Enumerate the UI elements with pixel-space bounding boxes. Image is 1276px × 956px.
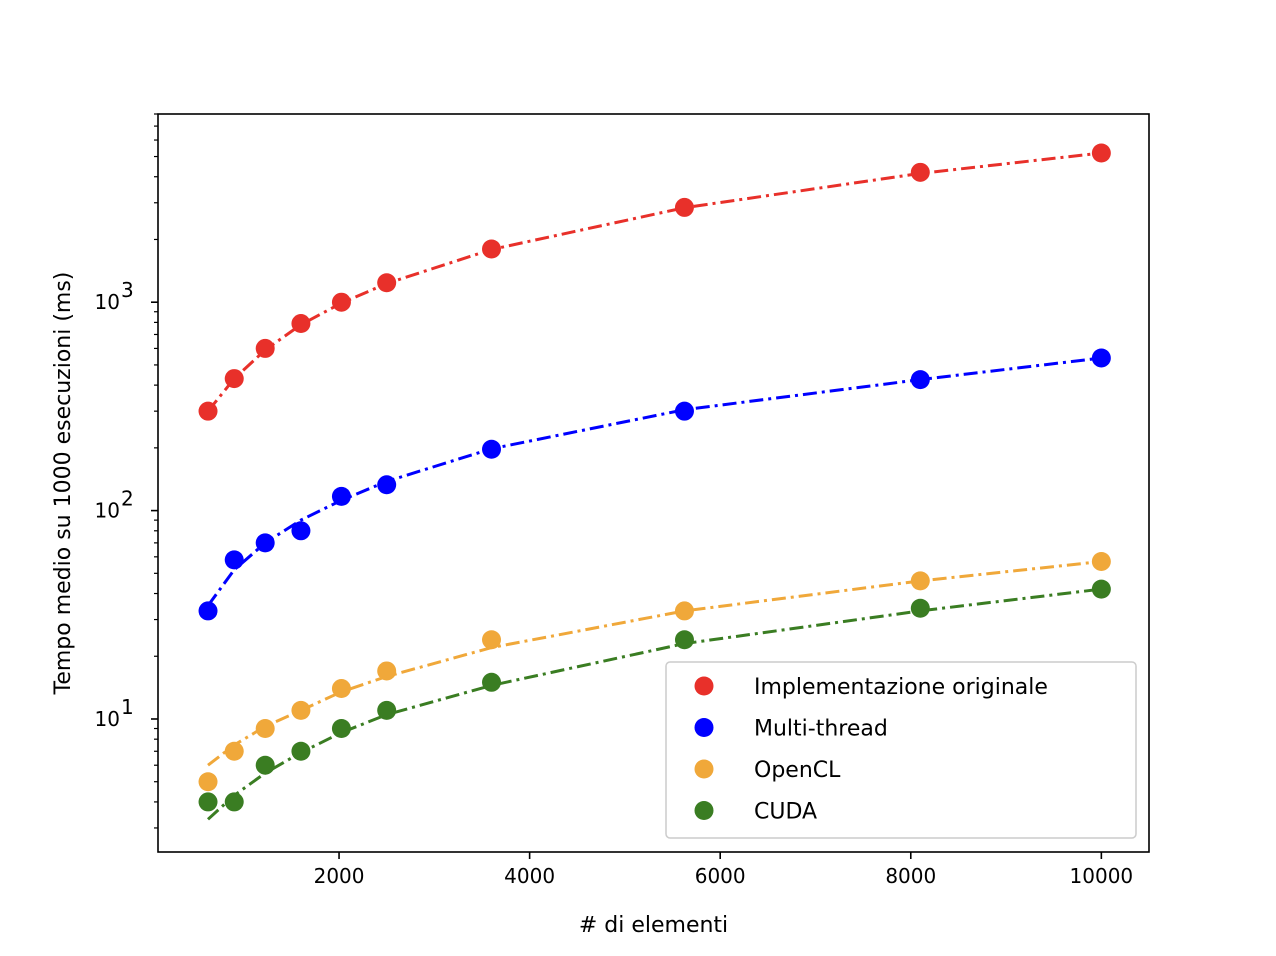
data-point-3-1 <box>224 792 244 812</box>
legend-box <box>665 661 1137 839</box>
data-point-1-6 <box>482 439 502 459</box>
data-point-3-7 <box>674 630 694 650</box>
data-point-1-9 <box>1091 348 1111 368</box>
legend-label-1: Multi-thread <box>754 717 888 742</box>
data-point-1-2 <box>255 533 275 553</box>
x-tick-label-3: 8000 <box>885 864 936 888</box>
data-point-0-7 <box>674 197 694 217</box>
series-line-2 <box>207 560 1102 767</box>
data-point-2-2 <box>255 719 275 739</box>
y-tick-exponent-1: 2 <box>121 487 134 511</box>
data-point-1-4 <box>331 486 351 506</box>
y-tick-exponent-2: 3 <box>121 278 134 302</box>
x-tick-label-2: 6000 <box>695 864 746 888</box>
data-point-3-5 <box>377 700 397 720</box>
y-tick-label-0: 10 <box>95 707 120 731</box>
y-axis-label: Tempo medio su 1000 esecuzioni (ms) <box>51 272 76 696</box>
y-tick-exponent-0: 1 <box>121 695 134 719</box>
series-line-0 <box>206 151 1102 413</box>
data-point-3-3 <box>291 741 311 761</box>
data-point-1-7 <box>674 401 694 421</box>
x-axis-label: # di elementi <box>579 913 728 938</box>
data-point-1-1 <box>224 550 244 570</box>
data-point-0-2 <box>255 338 275 358</box>
data-point-0-8 <box>910 162 930 182</box>
data-point-1-0 <box>198 601 218 621</box>
data-point-3-9 <box>1091 579 1111 599</box>
data-point-2-9 <box>1091 551 1111 571</box>
data-point-0-4 <box>331 292 351 312</box>
legend-marker-0 <box>694 676 714 696</box>
series-line-1 <box>206 356 1102 607</box>
legend-marker-3 <box>694 801 714 820</box>
data-point-2-7 <box>674 601 694 621</box>
data-point-2-6 <box>482 630 502 650</box>
legend-marker-2 <box>694 759 714 779</box>
data-point-0-0 <box>198 401 218 421</box>
series-line-3 <box>206 587 1102 821</box>
data-point-3-2 <box>255 755 275 775</box>
legend-label-2: OpenCL <box>754 758 841 783</box>
data-point-0-3 <box>291 314 311 334</box>
y-tick-label-1: 10 <box>95 499 120 523</box>
data-point-2-8 <box>910 571 930 591</box>
data-point-2-4 <box>331 679 351 699</box>
data-point-3-4 <box>331 719 351 739</box>
data-point-1-5 <box>377 475 397 495</box>
plot-frame <box>157 113 1150 853</box>
data-point-2-1 <box>224 741 244 761</box>
x-tick-label-4: 10000 <box>1070 864 1134 888</box>
data-point-0-5 <box>377 273 397 293</box>
x-tick-label-0: 2000 <box>314 864 365 888</box>
data-point-2-3 <box>291 700 311 720</box>
plot-area <box>198 143 1111 821</box>
data-point-0-6 <box>482 239 502 259</box>
legend-label-0: Implementazione originale <box>754 675 1048 700</box>
legend-label-3: CUDA <box>754 800 817 825</box>
data-point-0-9 <box>1091 143 1111 163</box>
y-tick-label-2: 10 <box>95 290 120 314</box>
data-point-0-1 <box>224 369 244 389</box>
data-point-3-0 <box>198 792 218 812</box>
legend-marker-1 <box>694 718 714 737</box>
legend: Implementazione originale Multi-thread Ope… <box>665 661 1137 839</box>
x-tick-label-1: 4000 <box>504 864 555 888</box>
data-point-2-5 <box>377 661 397 681</box>
data-point-1-8 <box>910 370 930 390</box>
data-point-1-3 <box>291 521 311 541</box>
data-point-2-0 <box>198 772 218 792</box>
data-point-3-8 <box>910 598 930 618</box>
data-point-3-6 <box>482 672 502 692</box>
